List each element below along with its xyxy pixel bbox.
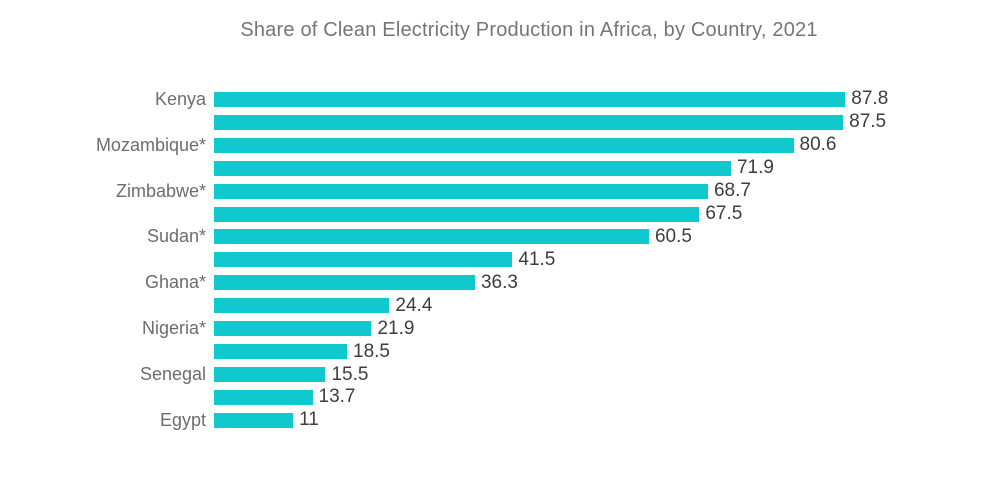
value-label: 36.3	[480, 271, 518, 293]
chart-title: Share of Clean Electricity Production in…	[240, 19, 818, 41]
bar	[214, 229, 649, 245]
bar	[214, 367, 326, 383]
bar-row: 41.5	[0, 248, 1000, 271]
bar	[214, 160, 731, 176]
bar-row: Ghana* 36.3	[0, 271, 1000, 294]
bar-row: Kenya 87.8	[0, 88, 1000, 111]
bar	[214, 252, 513, 268]
value-label: 87.8	[851, 88, 889, 110]
bar-row: Nigeria* 21.9	[0, 317, 1000, 340]
value-label: 24.4	[395, 294, 433, 316]
bar	[214, 91, 846, 107]
bar-row: Sudan* 60.5	[0, 226, 1000, 249]
bar-row: Egypt 11	[0, 409, 1000, 432]
value-label: 68.7	[713, 180, 751, 202]
bar	[214, 183, 708, 199]
bar-row: Senegal 15.5	[0, 363, 1000, 386]
bar	[214, 298, 390, 314]
bar	[214, 206, 700, 222]
value-label: 18.5	[353, 340, 390, 362]
value-label: 80.6	[799, 134, 837, 156]
value-label: 67.5	[705, 203, 743, 225]
bar-row: Zimbabwe* 68.7	[0, 180, 1000, 203]
category-label: Egypt	[159, 409, 206, 430]
value-label: 41.5	[518, 248, 556, 270]
value-label: 71.9	[736, 157, 774, 179]
category-label: Kenya	[154, 88, 206, 109]
bar-row: 87.5	[0, 111, 1000, 134]
value-label: 87.5	[849, 111, 887, 133]
bar	[214, 412, 294, 428]
bar	[214, 389, 313, 405]
category-label: Senegal	[139, 364, 206, 385]
bar	[214, 275, 475, 291]
category-label: Ghana*	[144, 272, 206, 293]
category-label: Zimbabwe*	[115, 180, 206, 201]
bar-row: 24.4	[0, 294, 1000, 317]
value-label: 11	[299, 409, 319, 431]
bar	[214, 114, 844, 130]
bar	[214, 321, 372, 337]
bar-row: 18.5	[0, 340, 1000, 363]
value-label: 21.9	[377, 317, 415, 339]
bar-row: 67.5	[0, 203, 1000, 226]
category-label: Mozambique*	[95, 134, 206, 155]
bar-chart: Kenya 87.8 87.5 Mozambique* 80.6 71.9 Zimbabwe…	[0, 88, 1000, 432]
value-label: 13.7	[318, 386, 356, 408]
bar-row: Mozambique* 80.6	[0, 134, 1000, 157]
bar-row: 13.7	[0, 386, 1000, 409]
category-label: Nigeria*	[141, 318, 206, 339]
bar	[214, 137, 794, 153]
bar-row: 71.9	[0, 157, 1000, 180]
category-label: Sudan*	[146, 226, 206, 247]
value-label: 60.5	[654, 225, 692, 247]
bar	[214, 344, 347, 360]
value-label: 15.5	[331, 363, 369, 385]
